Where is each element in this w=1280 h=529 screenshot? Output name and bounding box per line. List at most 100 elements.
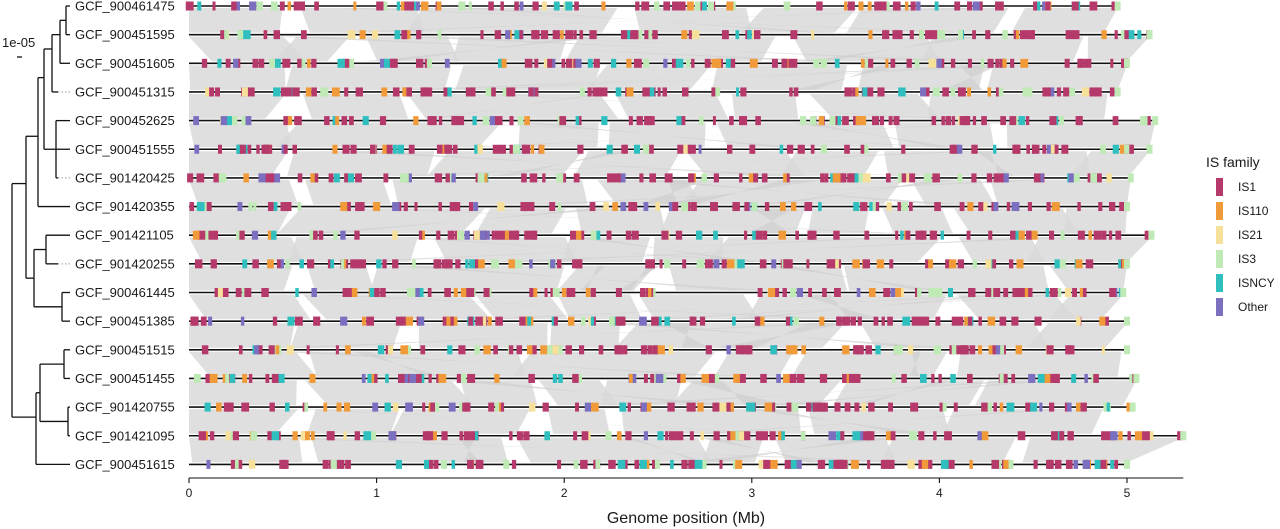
is-element bbox=[1068, 173, 1074, 183]
is-element bbox=[778, 431, 785, 441]
is-element bbox=[346, 288, 352, 297]
legend-swatch bbox=[1216, 250, 1223, 268]
synteny-block bbox=[774, 437, 897, 463]
is-element bbox=[898, 87, 906, 97]
is-element bbox=[542, 173, 546, 183]
is-element bbox=[993, 202, 999, 212]
is-element bbox=[514, 259, 523, 269]
is-element bbox=[760, 431, 768, 441]
is-element bbox=[749, 58, 758, 68]
is-element bbox=[465, 402, 471, 412]
is-element bbox=[957, 30, 963, 40]
is-element bbox=[382, 259, 387, 269]
is-element bbox=[770, 345, 777, 355]
is-element bbox=[642, 87, 650, 97]
is-element bbox=[426, 58, 432, 68]
is-element bbox=[957, 259, 965, 269]
is-element bbox=[1091, 1, 1098, 11]
is-element bbox=[932, 87, 940, 97]
is-element bbox=[565, 1, 573, 11]
is-element bbox=[587, 87, 592, 97]
is-element bbox=[236, 144, 240, 154]
is-element bbox=[782, 288, 787, 297]
is-element bbox=[781, 58, 787, 68]
inversion-link bbox=[276, 36, 843, 62]
is-element bbox=[217, 58, 222, 68]
genome-labels: GCF_900461475 GCF_900451595 GCF_900451605 G… bbox=[75, 0, 175, 472]
is-element bbox=[907, 459, 915, 469]
inversion-link bbox=[396, 36, 980, 62]
is-element bbox=[314, 173, 319, 183]
is-element bbox=[264, 144, 271, 154]
is-element bbox=[689, 431, 694, 441]
is-element bbox=[790, 30, 798, 40]
is-element bbox=[828, 431, 837, 441]
is-element bbox=[395, 459, 403, 469]
inversion-link bbox=[308, 208, 620, 234]
is-element bbox=[565, 58, 573, 68]
is-element bbox=[735, 30, 740, 40]
is-element bbox=[485, 87, 492, 97]
is-element bbox=[343, 431, 347, 441]
is-element bbox=[867, 87, 874, 97]
is-element bbox=[241, 87, 248, 97]
is-element bbox=[1177, 431, 1183, 441]
is-element bbox=[688, 459, 695, 469]
is-element bbox=[881, 316, 885, 326]
is-element bbox=[855, 116, 863, 126]
is-element bbox=[294, 116, 302, 126]
is-element bbox=[1051, 202, 1060, 212]
is-element bbox=[310, 173, 317, 183]
is-element bbox=[225, 373, 231, 383]
is-element bbox=[553, 1, 560, 11]
is-element bbox=[552, 288, 560, 297]
is-element bbox=[689, 144, 696, 154]
is-element bbox=[524, 116, 530, 126]
is-element bbox=[401, 173, 409, 183]
is-element bbox=[883, 288, 891, 297]
is-element bbox=[643, 345, 647, 355]
is-element bbox=[1042, 87, 1049, 97]
is-element bbox=[995, 87, 1000, 97]
synteny-block bbox=[189, 65, 286, 90]
is-element bbox=[376, 259, 382, 269]
is-element bbox=[197, 1, 202, 11]
is-element bbox=[310, 431, 315, 441]
is-element bbox=[239, 230, 245, 240]
is-element bbox=[793, 58, 798, 68]
is-element bbox=[886, 202, 892, 212]
synteny-block bbox=[392, 179, 588, 205]
is-element bbox=[530, 345, 537, 355]
is-element bbox=[292, 87, 300, 97]
is-element bbox=[940, 459, 948, 469]
is-element bbox=[998, 87, 1004, 97]
synteny-block bbox=[305, 179, 391, 205]
is-element bbox=[363, 431, 372, 441]
is-element bbox=[649, 173, 656, 183]
is-element bbox=[681, 87, 689, 97]
is-element bbox=[333, 173, 340, 183]
is-element bbox=[992, 345, 996, 355]
legend-label: IS1 bbox=[1238, 180, 1256, 194]
is-element bbox=[418, 316, 425, 326]
is-element bbox=[254, 345, 259, 355]
is-element bbox=[1065, 459, 1070, 469]
is-element bbox=[1110, 58, 1114, 68]
is-element bbox=[517, 116, 524, 126]
is-element bbox=[519, 30, 523, 40]
is-element bbox=[783, 1, 791, 11]
is-element bbox=[1015, 345, 1023, 355]
is-element bbox=[441, 431, 448, 441]
is-element bbox=[350, 259, 357, 269]
is-element bbox=[887, 316, 893, 326]
is-element bbox=[758, 459, 766, 469]
synteny-block bbox=[1006, 122, 1156, 148]
synteny-block bbox=[732, 93, 799, 119]
is-element bbox=[306, 345, 310, 355]
is-element bbox=[322, 459, 329, 469]
is-element bbox=[422, 402, 426, 412]
is-element bbox=[840, 431, 845, 441]
is-element bbox=[855, 87, 859, 97]
is-element bbox=[698, 144, 702, 154]
is-element bbox=[369, 288, 375, 297]
